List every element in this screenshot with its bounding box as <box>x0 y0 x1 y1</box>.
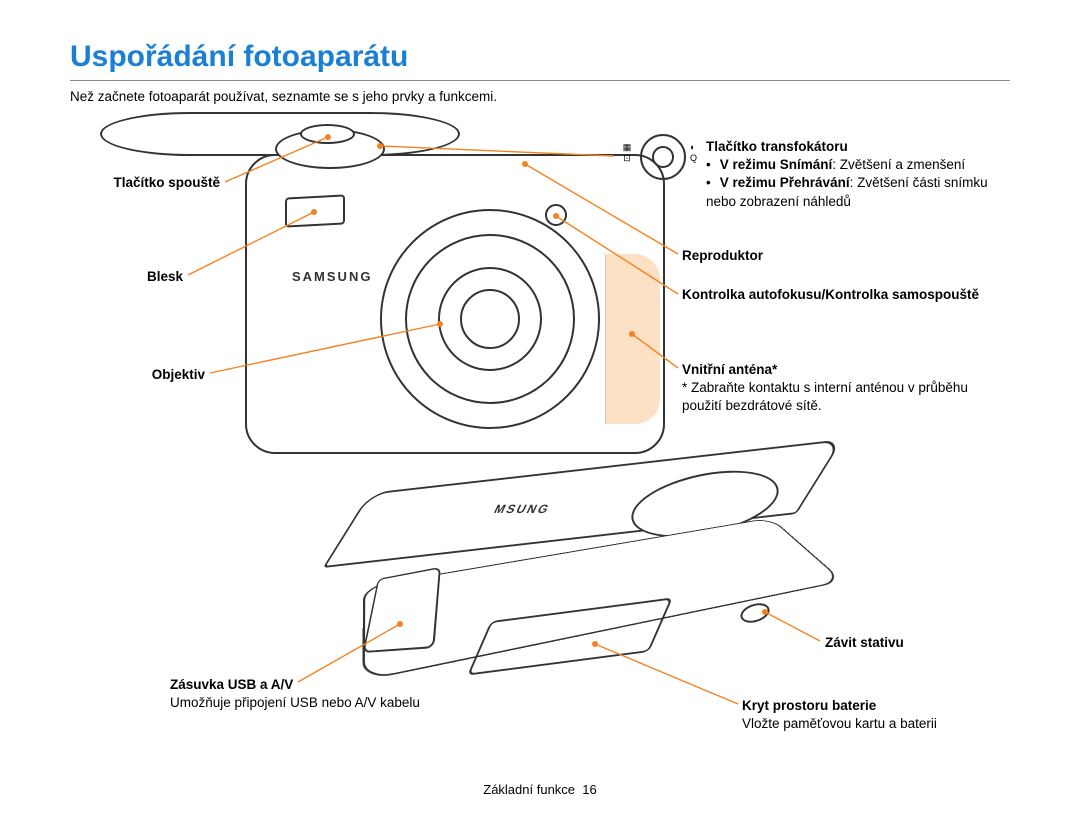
diagram-area: SAMSUNG ▦⊡ ◐Q MSUNG Tlačítko spouště Ble… <box>70 134 1010 734</box>
label-shutter-text: Tlačítko spouště <box>113 175 220 190</box>
title-divider <box>70 80 1010 81</box>
page-subtitle: Než začnete fotoaparát používat, seznamt… <box>70 89 1010 104</box>
label-flash: Blesk <box>110 268 183 286</box>
zoom-ring-icon <box>640 134 686 180</box>
page-footer: Základní funkce 16 <box>0 782 1080 797</box>
tripod-mount <box>738 600 772 626</box>
label-battery-note: Vložte paměťovou kartu a baterii <box>742 716 937 731</box>
label-zoom-title: Tlačítko transfokátoru <box>706 139 848 154</box>
label-flash-text: Blesk <box>147 269 183 284</box>
label-speaker: Reproduktor <box>682 247 982 265</box>
label-tripod: Závit stativu <box>825 634 1025 652</box>
zoom-icon-right: ◐Q <box>690 142 704 164</box>
label-usb-note: Umožňuje připojení USB nebo A/V kabelu <box>170 695 420 710</box>
label-lens: Objektiv <box>110 366 205 384</box>
usb-flap <box>363 567 441 653</box>
camera-shutter-button <box>300 124 355 144</box>
label-zoom-b2-bold: V režimu Přehrávání <box>720 175 850 190</box>
label-shutter: Tlačítko spouště <box>110 174 220 192</box>
lens-glass <box>460 289 520 349</box>
antenna-highlight <box>605 254 660 424</box>
label-usb: Zásuvka USB a A/V Umožňuje připojení USB… <box>170 676 450 712</box>
label-usb-text: Zásuvka USB a A/V <box>170 677 293 692</box>
label-speaker-text: Reproduktor <box>682 248 763 263</box>
footer-page-number: 16 <box>582 782 596 797</box>
af-led <box>545 204 567 226</box>
footer-section: Základní funkce <box>483 782 575 797</box>
label-af-text: Kontrolka autofokusu/Kontrolka samospouš… <box>682 287 979 302</box>
label-antenna-note: * Zabraňte kontaktu s interní anténou v … <box>682 380 968 413</box>
page-title: Uspořádání fotoaparátu <box>70 40 1010 74</box>
label-zoom-b1-bold: V režimu Snímání <box>720 157 833 172</box>
brand-logo: SAMSUNG <box>292 269 372 284</box>
brand-logo-bottom: MSUNG <box>492 502 553 516</box>
label-antenna: Vnitřní anténa* * Zabraňte kontaktu s in… <box>682 361 1002 416</box>
label-zoom: Tlačítko transfokátoru • V režimu Snímán… <box>706 138 1006 211</box>
label-antenna-text: Vnitřní anténa* <box>682 362 777 377</box>
label-lens-text: Objektiv <box>152 367 205 382</box>
label-af: Kontrolka autofokusu/Kontrolka samospouš… <box>682 286 982 304</box>
label-zoom-b1-rest: : Zvětšení a zmenšení <box>832 157 965 172</box>
lens-inner-ring <box>438 267 542 371</box>
label-battery: Kryt prostoru baterie Vložte paměťovou k… <box>742 697 1022 733</box>
zoom-icon-left: ▦⊡ <box>618 142 636 164</box>
label-battery-text: Kryt prostoru baterie <box>742 698 876 713</box>
camera-flash <box>285 194 345 227</box>
label-tripod-text: Závit stativu <box>825 635 904 650</box>
